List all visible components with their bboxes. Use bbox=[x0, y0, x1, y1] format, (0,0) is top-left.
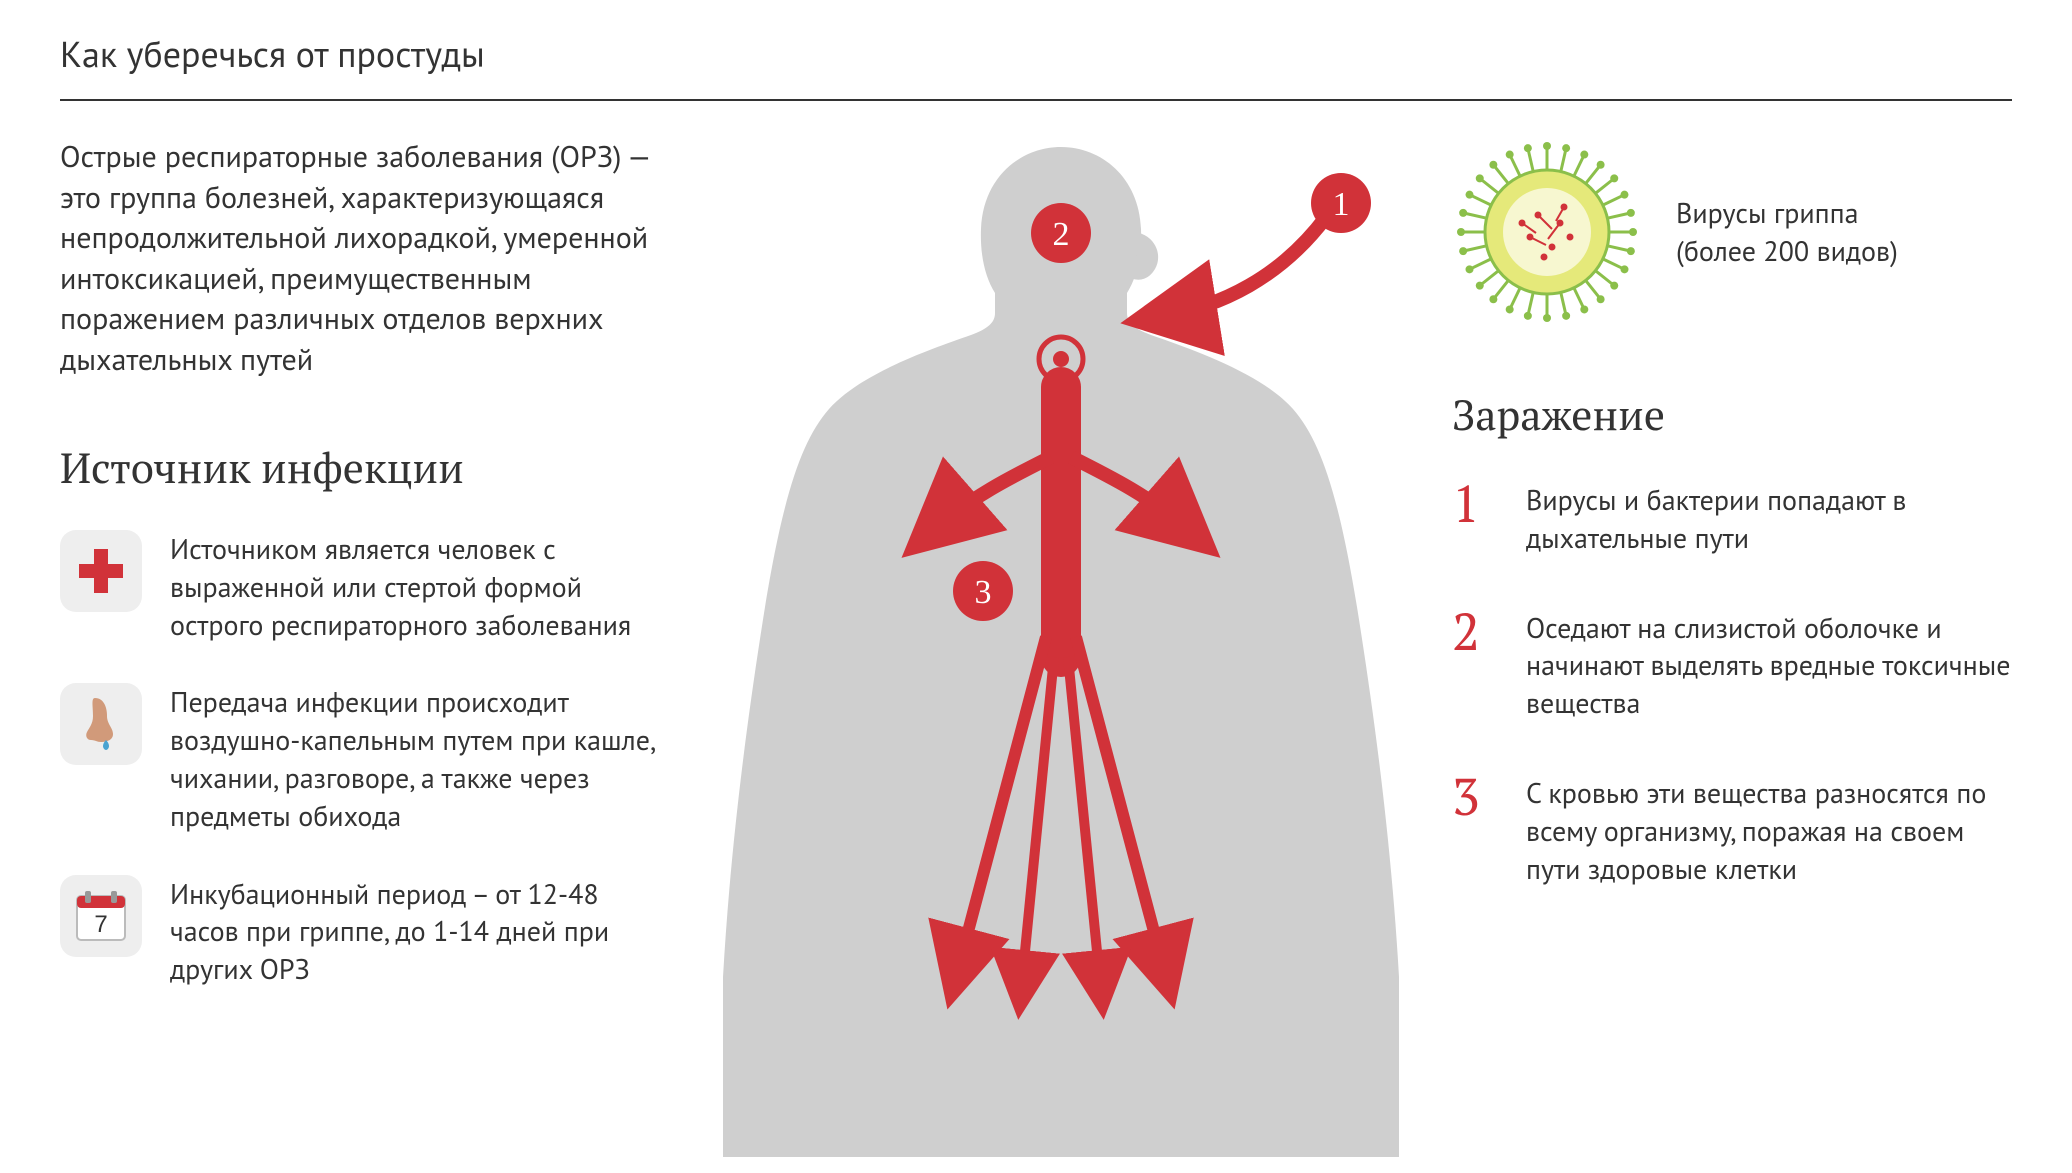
right-column: Вирусы гриппа (более 200 видов) Заражени… bbox=[1452, 137, 2012, 935]
source-item: Источником является человек с выраженной… bbox=[60, 530, 670, 643]
virus-block: Вирусы гриппа (более 200 видов) bbox=[1452, 137, 2012, 327]
left-column: Острые респираторные заболевания (ОРЗ) —… bbox=[60, 137, 670, 1028]
svg-text:1: 1 bbox=[1333, 186, 1350, 223]
infection-heading: Заражение bbox=[1452, 387, 2012, 443]
entry-arrow-icon bbox=[1159, 217, 1326, 317]
infection-step-text: Оседают на слизистой оболочке и начинают… bbox=[1526, 605, 2012, 722]
virus-caption-line2: (более 200 видов) bbox=[1676, 232, 1898, 270]
svg-text:2: 2 bbox=[1053, 216, 1070, 253]
infection-step-text: Вирусы и бактерии попадают в дыхательные… bbox=[1526, 477, 2012, 557]
infection-step-number: 2 bbox=[1452, 605, 1508, 657]
infographic-page: Как уберечься от простуды Острые респира… bbox=[0, 0, 2072, 1173]
svg-text:3: 3 bbox=[975, 574, 992, 611]
virus-caption: Вирусы гриппа (более 200 видов) bbox=[1676, 194, 1898, 270]
calendar-day-label: 7 bbox=[94, 911, 107, 938]
center-column: 1 2 3 bbox=[670, 137, 1452, 1157]
source-heading: Источник инфекции bbox=[60, 440, 670, 496]
infection-step: 2 Оседают на слизистой оболочке и начина… bbox=[1452, 605, 2012, 722]
source-item-text: Инкубационный период – от 12-48 часов пр… bbox=[170, 875, 670, 988]
infection-step-text: С кровью эти вещества разносятся по всем… bbox=[1526, 770, 2012, 887]
medical-cross-icon bbox=[60, 530, 142, 612]
page-title: Как уберечься от простуды bbox=[60, 30, 2012, 101]
nose-drop-icon bbox=[60, 683, 142, 765]
diagram-badge-3: 3 bbox=[953, 561, 1013, 621]
diagram-badge-2: 2 bbox=[1031, 203, 1091, 263]
diagram-badge-1: 1 bbox=[1311, 173, 1371, 233]
infection-step-number: 3 bbox=[1452, 770, 1508, 822]
virus-icon bbox=[1452, 137, 1642, 327]
source-item-text: Источником является человек с выраженной… bbox=[170, 530, 670, 643]
virus-caption-line1: Вирусы гриппа bbox=[1676, 194, 1898, 232]
columns: Острые респираторные заболевания (ОРЗ) —… bbox=[60, 137, 2012, 1157]
infection-step: 1 Вирусы и бактерии попадают в дыхательн… bbox=[1452, 477, 2012, 557]
intro-paragraph: Острые респираторные заболевания (ОРЗ) —… bbox=[60, 137, 670, 380]
throat-target-dot-icon bbox=[1053, 351, 1069, 367]
infection-step: 3 С кровью эти вещества разносятся по вс… bbox=[1452, 770, 2012, 887]
calendar-icon: 7 bbox=[60, 875, 142, 957]
body-diagram: 1 2 3 bbox=[721, 137, 1401, 1157]
source-item: 7 Инкубационный период – от 12-48 часов … bbox=[60, 875, 670, 988]
source-item-text: Передача инфекции происходит воздушно-ка… bbox=[170, 683, 670, 834]
source-item: Передача инфекции происходит воздушно-ка… bbox=[60, 683, 670, 834]
infection-step-number: 1 bbox=[1452, 477, 1508, 529]
